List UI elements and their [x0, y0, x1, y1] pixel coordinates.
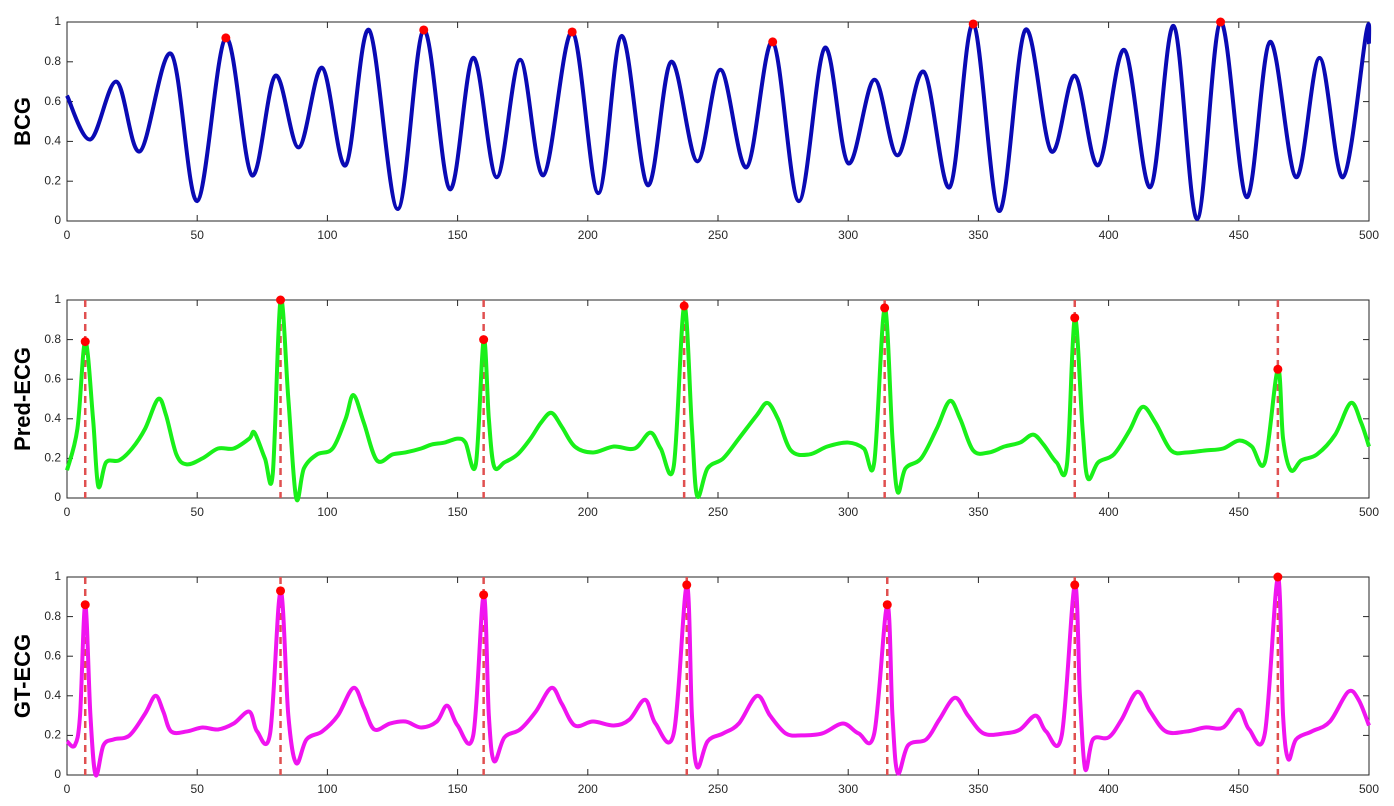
x-tick-label: 500 [1359, 505, 1379, 519]
y-tick-label: 1 [54, 292, 61, 306]
y-tick-label: 0.4 [44, 134, 61, 148]
peak-marker [479, 590, 489, 600]
y-tick-label: 1 [54, 569, 61, 583]
peak-marker [276, 586, 286, 596]
y-tick-label: 0.8 [44, 332, 61, 346]
x-tick-label: 300 [838, 505, 858, 519]
peak-marker [276, 295, 286, 305]
x-tick-label: 0 [64, 782, 71, 796]
peak-marker [768, 37, 778, 47]
x-tick-label: 400 [1099, 782, 1119, 796]
x-tick-label: 200 [578, 228, 598, 242]
x-tick-label: 400 [1099, 505, 1119, 519]
y-tick-label: 0.6 [44, 94, 61, 108]
plot-area [66, 576, 1370, 776]
y-tick-label: 0.6 [44, 371, 61, 385]
peak-marker [1216, 17, 1226, 27]
y-axis-label: GT-ECG [10, 634, 35, 718]
x-tick-label: 450 [1229, 228, 1249, 242]
x-tick-label: 100 [317, 782, 337, 796]
y-axis-label: BCG [10, 97, 35, 146]
peak-marker [882, 600, 892, 610]
peak-marker [567, 27, 577, 37]
x-tick-label: 400 [1099, 228, 1119, 242]
plot-area [66, 299, 1370, 499]
peak-marker [221, 33, 231, 43]
y-tick-label: 0.4 [44, 411, 61, 425]
y-tick-label: 0 [54, 213, 61, 227]
x-tick-label: 250 [708, 228, 728, 242]
y-tick-label: 0.2 [44, 173, 61, 187]
x-tick-label: 500 [1359, 782, 1379, 796]
peak-marker [880, 303, 890, 313]
peak-marker [80, 337, 90, 347]
x-tick-label: 0 [64, 228, 71, 242]
y-tick-label: 0.8 [44, 54, 61, 68]
signal-line [65, 19, 1372, 222]
x-tick-label: 150 [448, 782, 468, 796]
peak-marker [1273, 572, 1283, 582]
x-tick-label: 200 [578, 782, 598, 796]
x-tick-label: 200 [578, 505, 598, 519]
x-tick-label: 350 [968, 782, 988, 796]
y-tick-label: 0 [54, 767, 61, 781]
x-tick-label: 450 [1229, 505, 1249, 519]
x-tick-label: 0 [64, 505, 71, 519]
x-tick-label: 300 [838, 782, 858, 796]
x-tick-label: 500 [1359, 228, 1379, 242]
peak-marker [1070, 580, 1080, 590]
peak-marker [679, 301, 689, 311]
y-tick-label: 0.8 [44, 609, 61, 623]
x-tick-label: 100 [317, 228, 337, 242]
peak-marker [479, 335, 489, 345]
x-tick-label: 150 [448, 505, 468, 519]
y-tick-label: 0.2 [44, 728, 61, 742]
x-tick-label: 50 [191, 782, 205, 796]
plot-area [66, 21, 1370, 222]
y-tick-label: 0.2 [44, 451, 61, 465]
x-tick-label: 50 [191, 228, 205, 242]
x-tick-label: 250 [708, 505, 728, 519]
y-axis-label: Pred-ECG [10, 347, 35, 451]
x-tick-label: 150 [448, 228, 468, 242]
peak-marker [1273, 364, 1283, 374]
y-tick-label: 0.4 [44, 688, 61, 702]
y-tick-label: 0.6 [44, 648, 61, 662]
x-tick-label: 250 [708, 782, 728, 796]
x-tick-label: 350 [968, 505, 988, 519]
x-tick-label: 450 [1229, 782, 1249, 796]
peak-marker [80, 600, 90, 610]
peak-marker [682, 580, 692, 590]
x-tick-label: 50 [191, 505, 205, 519]
x-tick-label: 350 [968, 228, 988, 242]
y-tick-label: 0 [54, 490, 61, 504]
x-tick-label: 100 [317, 505, 337, 519]
peak-marker [419, 25, 429, 35]
x-tick-label: 300 [838, 228, 858, 242]
peak-marker [1070, 313, 1080, 323]
y-tick-label: 1 [54, 14, 61, 28]
peak-marker [968, 19, 978, 29]
